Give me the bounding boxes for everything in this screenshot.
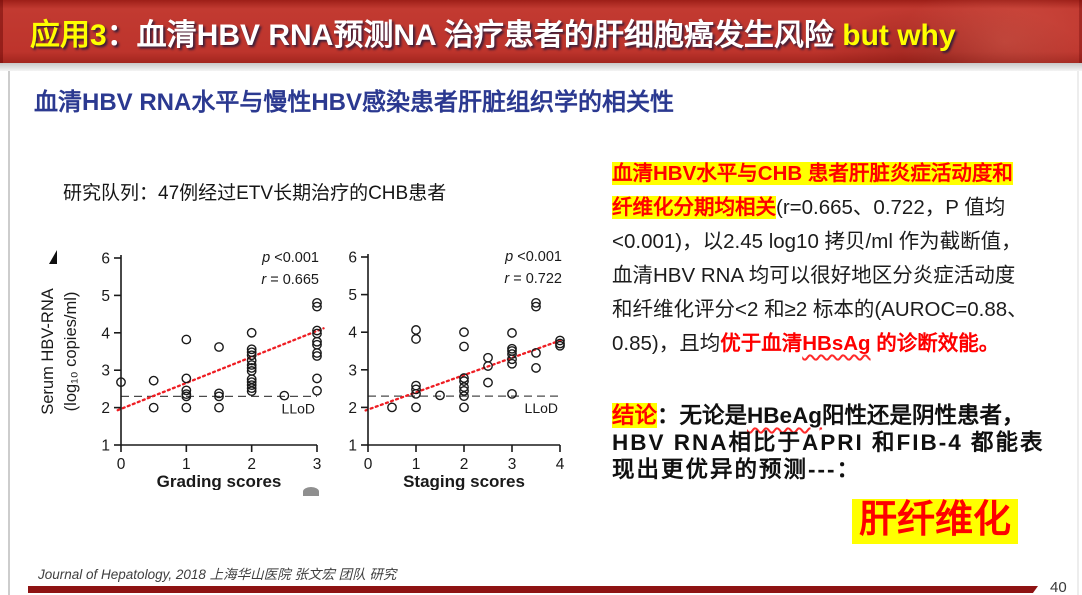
svg-text:Staging scores: Staging scores — [403, 472, 525, 490]
findings-line: 0.85)，且均优于血清HBsAg 的诊断效能。 — [612, 327, 1028, 361]
svg-text:3: 3 — [313, 456, 322, 473]
svg-text:Grading scores: Grading scores — [157, 472, 282, 490]
highlighted-text: 纤维化分期均相关 — [612, 196, 776, 219]
conclusion-paragraph: 结论：无论是HBeAg阳性还是阴性患者， HBV RNA相比于APRI 和FIB… — [612, 402, 1045, 483]
svg-text:Serum HBV-RNA: Serum HBV-RNA — [39, 288, 57, 415]
svg-text:4: 4 — [348, 325, 357, 342]
highlighted-text: 血清HBV水平与CHB 患者肝脏炎症活动度和 — [612, 162, 1013, 185]
conclusion-text: ：无论是 — [657, 403, 748, 428]
svg-text:LLoD: LLoD — [525, 400, 558, 416]
footer-bar — [28, 586, 1038, 593]
conclusion-line: HBV RNA相比于APRI 和FIB-4 都能表 — [612, 429, 1045, 456]
body-text: <0.001)，以2.45 log10 拷贝/ml 作为截断值， — [612, 230, 1022, 253]
svg-text:0: 0 — [117, 456, 126, 473]
citation: Journal of Hepatology, 2018 上海华山医院 张文宏 团… — [38, 567, 397, 582]
svg-text:4: 4 — [101, 325, 110, 342]
red-emphasis-text: 优于血清 — [720, 332, 803, 355]
conclusion-line: 现出更优异的预测---： — [612, 456, 1045, 483]
svg-text:2: 2 — [247, 456, 256, 473]
conclusion-text: 阳性还是阴性患者， — [822, 403, 1025, 428]
right-edge-line — [1077, 71, 1079, 595]
gray-dot-artifact — [303, 487, 319, 496]
svg-text:3: 3 — [348, 362, 357, 379]
svg-text:5: 5 — [348, 287, 357, 304]
slide-title: 应用3：血清HBV RNA预测NA 治疗患者的肝细胞癌发生风险 but why — [0, 10, 956, 54]
body-text: 和纤维化评分<2 和≥2 标本的(AUROC=0.88、 — [612, 298, 1028, 321]
findings-line: 血清HBV水平与CHB 患者肝脏炎症活动度和 — [612, 157, 1028, 191]
conclusion-text: 现出更优异的预测---： — [612, 457, 861, 482]
svg-text:3: 3 — [508, 456, 517, 473]
svg-text:p <0.001: p <0.001 — [504, 249, 562, 265]
svg-text:LLoD: LLoD — [282, 400, 315, 416]
svg-text:6: 6 — [101, 251, 110, 268]
body-text: 0.85)，且均 — [612, 332, 721, 355]
svg-text:r = 0.665: r = 0.665 — [261, 272, 319, 288]
findings-line: <0.001)，以2.45 log10 拷贝/ml 作为截断值， — [612, 225, 1028, 259]
banner-divider — [0, 63, 1082, 71]
section-subtitle: 血清HBV RNA水平与慢性HBV感染患者肝脏组织学的相关性 — [34, 89, 675, 116]
findings-paragraph: 血清HBV水平与CHB 患者肝脏炎症活动度和 纤维化分期均相关(r=0.665、… — [612, 157, 1028, 361]
svg-text:5: 5 — [101, 288, 110, 305]
svg-text:1: 1 — [182, 456, 191, 473]
title-but-why: but why — [842, 18, 956, 52]
conclusion-term: HBeAg — [747, 403, 823, 428]
findings-line: 纤维化分期均相关(r=0.665、0.722，P 值均 — [612, 191, 1028, 225]
svg-text:6: 6 — [348, 250, 357, 267]
svg-text:2: 2 — [460, 456, 469, 473]
conclusion-label: 结论 — [612, 403, 658, 428]
title-banner: 应用3：血清HBV RNA预测NA 治疗患者的肝细胞癌发生风险 but why — [0, 0, 1082, 63]
conclusion-text: HBV RNA相比于APRI 和FIB-4 都能表 — [612, 430, 1045, 455]
liver-fibrosis-text: 肝纤维化 — [852, 499, 1019, 544]
conclusion-line: 结论：无论是HBeAg阳性还是阴性患者， — [612, 402, 1045, 429]
svg-text:1: 1 — [101, 438, 110, 455]
svg-text:p <0.001: p <0.001 — [261, 250, 319, 266]
svg-text:2: 2 — [101, 400, 110, 417]
svg-text:3: 3 — [101, 363, 110, 380]
title-app-label: 应用3 — [30, 18, 107, 52]
svg-text:2: 2 — [348, 400, 357, 417]
svg-text:1: 1 — [348, 438, 357, 455]
stray-triangle-mark — [49, 250, 57, 264]
svg-text:(log₁₀ copies/ml): (log₁₀ copies/ml) — [62, 292, 80, 412]
red-emphasis-term: HBsAg — [802, 332, 871, 355]
body-text: 血清HBV RNA 均可以很好地区分炎症活动度 — [612, 264, 1016, 287]
page-number: 40 — [1050, 579, 1067, 595]
svg-text:4: 4 — [556, 456, 565, 473]
left-edge-line — [8, 71, 10, 595]
title-main-text: ：血清HBV RNA预测NA 治疗患者的肝细胞癌发生风险 — [106, 18, 843, 52]
cohort-description: 研究队列：47例经过ETV长期治疗的CHB患者 — [63, 183, 447, 204]
svg-text:0: 0 — [364, 456, 373, 473]
findings-line: 血清HBV RNA 均可以很好地区分炎症活动度 — [612, 259, 1028, 293]
final-answer-highlight: 肝纤维化 — [852, 488, 1019, 544]
svg-text:1: 1 — [412, 456, 421, 473]
svg-text:r = 0.722: r = 0.722 — [504, 271, 562, 287]
red-emphasis-text: 的诊断效能。 — [870, 332, 1000, 355]
findings-line: 和纤维化评分<2 和≥2 标本的(AUROC=0.88、 — [612, 293, 1028, 327]
body-text: (r=0.665、0.722，P 值均 — [776, 196, 1006, 219]
